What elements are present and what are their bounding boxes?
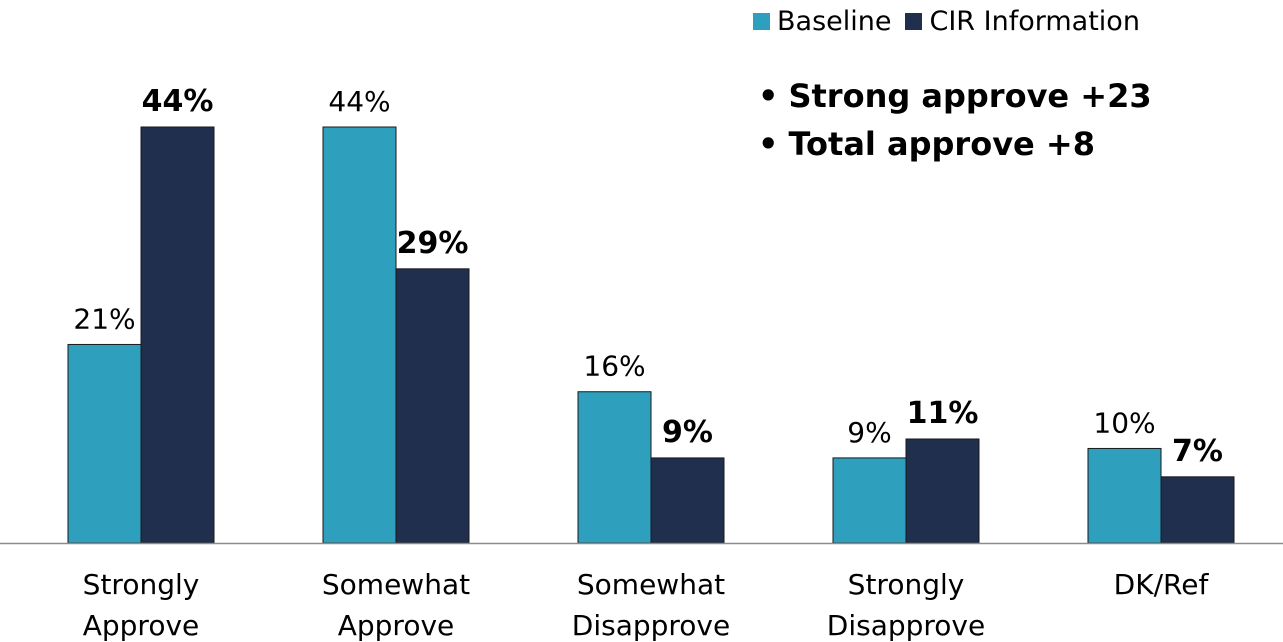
legend-item-baseline: Baseline [753, 6, 891, 37]
data-label: 10% [1093, 406, 1155, 439]
bar-baseline [832, 457, 907, 544]
category-label-line: Approve [338, 609, 455, 642]
legend-swatch-cir-information [905, 13, 923, 30]
annotation-text: Total approve +8 [788, 125, 1095, 163]
bar-baseline [322, 126, 397, 544]
data-label: 9% [847, 416, 891, 449]
data-label: 11% [907, 396, 979, 431]
category-label-line: Somewhat [322, 568, 470, 601]
bar-cir-information [650, 457, 725, 544]
category-label-line: Approve [83, 609, 200, 642]
bar-cir-information [140, 126, 215, 544]
data-label: 9% [662, 415, 713, 450]
category-label-line: Somewhat [577, 568, 725, 601]
category-label: Somewhat Disapprove [572, 568, 730, 642]
bar-baseline [577, 391, 652, 544]
annotation-strong-approve: • Strong approve +23 [758, 72, 1152, 120]
annotation-text: Strong approve +23 [788, 77, 1152, 115]
data-label: 7% [1172, 434, 1223, 469]
category-label-line: Disapprove [827, 609, 985, 642]
annotation-bullet: • [758, 77, 779, 115]
chart-annotations: • Strong approve +23 • Total approve +8 [758, 72, 1152, 168]
bar-baseline [1087, 447, 1162, 544]
category-label-line: DK/Ref [1114, 568, 1210, 601]
bar-cir-information [905, 438, 980, 544]
chart-legend: Baseline CIR Information [753, 6, 1154, 37]
data-label: 44% [328, 85, 390, 118]
category-label-line: Strongly [83, 568, 200, 601]
category-label: DK/Ref [1114, 568, 1210, 601]
legend-item-cir-information: CIR Information [905, 6, 1140, 37]
legend-label-baseline: Baseline [777, 6, 892, 37]
legend-swatch-baseline [753, 13, 770, 30]
bar-baseline [67, 343, 142, 544]
category-label: Strongly Disapprove [827, 568, 985, 642]
data-label: 21% [73, 302, 135, 335]
legend-label-cir-information: CIR Information [929, 6, 1140, 37]
data-label: 44% [142, 84, 214, 119]
annotation-total-approve: • Total approve +8 [758, 120, 1152, 168]
category-label-line: Strongly [848, 568, 965, 601]
data-label: 29% [397, 226, 469, 261]
annotation-bullet: • [758, 125, 779, 163]
category-label: Somewhat Approve [322, 568, 470, 642]
category-label-line: Disapprove [572, 609, 730, 642]
category-label: Strongly Approve [83, 568, 200, 642]
data-label: 16% [583, 350, 645, 383]
bar-cir-information [1160, 476, 1235, 544]
bar-cir-information [395, 268, 470, 544]
